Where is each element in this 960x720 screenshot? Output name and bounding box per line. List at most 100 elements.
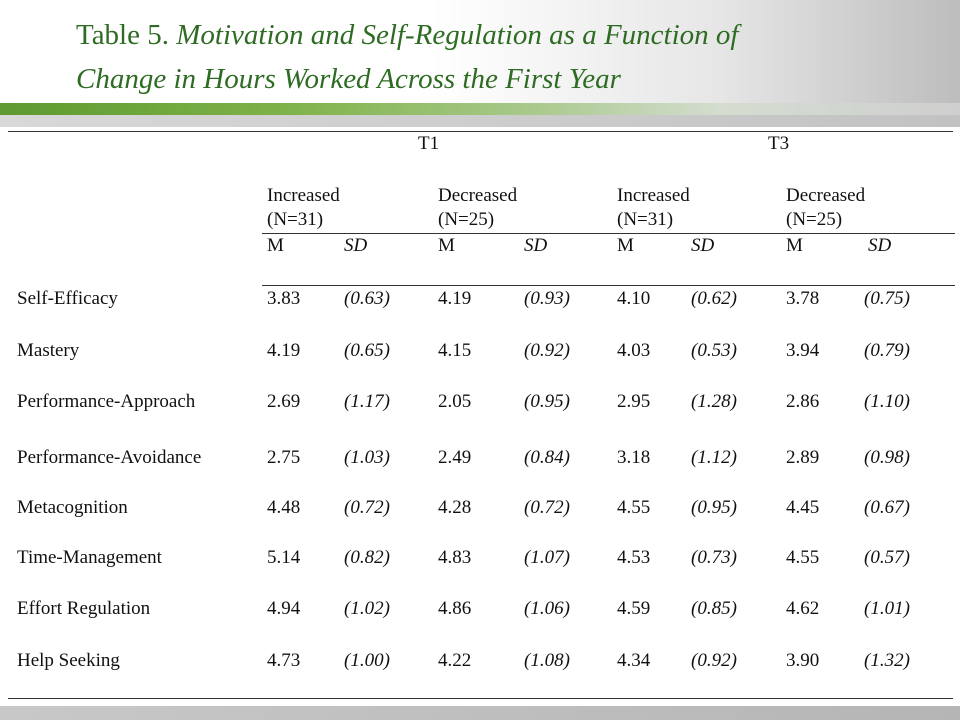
cell-sd: (1.08) [524, 650, 570, 671]
cell-mean: 4.45 [786, 497, 820, 518]
cell-sd: (0.67) [864, 497, 910, 518]
stat-header-m: M [617, 235, 634, 256]
cell-sd: (0.72) [524, 497, 570, 518]
group-name: Decreased [438, 185, 518, 206]
cell-mean: 3.83 [267, 288, 301, 309]
cell-sd: (0.84) [524, 447, 570, 468]
stat-header-m: M [786, 235, 803, 256]
cell-mean: 2.95 [617, 391, 651, 412]
group-n: (N=31) [267, 209, 324, 230]
stat-header-rule [262, 285, 955, 286]
cell-mean: 2.75 [267, 447, 301, 468]
stat-header-m: M [267, 235, 284, 256]
row-label: Time-Management [17, 547, 162, 568]
group-name: Increased [267, 185, 340, 206]
cell-sd: (0.85) [691, 598, 737, 619]
slide-header: Table 5. Motivation and Self-Regulation … [0, 0, 960, 103]
cell-sd: (1.02) [344, 598, 390, 619]
cell-mean: 4.10 [617, 288, 651, 309]
cell-sd: (0.65) [344, 340, 390, 361]
cell-sd: (0.95) [524, 391, 570, 412]
cell-sd: (0.95) [691, 497, 737, 518]
cell-mean: 4.15 [438, 340, 472, 361]
cell-mean: 5.14 [267, 547, 301, 568]
cell-mean: 4.55 [617, 497, 651, 518]
cell-mean: 3.18 [617, 447, 651, 468]
row-label: Performance-Approach [17, 391, 196, 412]
cell-sd: (1.32) [864, 650, 910, 671]
bottom-gray-stripe [0, 706, 960, 720]
cell-mean: 4.34 [617, 650, 651, 671]
cell-mean: 4.94 [267, 598, 301, 619]
cell-sd: (0.92) [524, 340, 570, 361]
row-label: Effort Regulation [17, 598, 151, 619]
stat-header-sd: SD [524, 235, 548, 256]
cell-sd: (0.72) [344, 497, 390, 518]
stat-header-sd: SD [691, 235, 715, 256]
stat-header-sd: SD [868, 235, 892, 256]
cell-sd: (1.10) [864, 391, 910, 412]
table-title-part-1: Motivation and Self-Regulation as a Func… [176, 19, 739, 51]
cell-mean: 4.59 [617, 598, 651, 619]
header-gradient [0, 0, 960, 103]
group-header-rule [262, 233, 955, 234]
cell-sd: (0.92) [691, 650, 737, 671]
cell-mean: 4.73 [267, 650, 301, 671]
cell-sd: (1.12) [691, 447, 737, 468]
group-name: Increased [617, 185, 690, 206]
cell-sd: (0.62) [691, 288, 737, 309]
cell-sd: (0.73) [691, 547, 737, 568]
cell-mean: 2.49 [438, 447, 472, 468]
cell-sd: (0.93) [524, 288, 570, 309]
cell-mean: 3.90 [786, 650, 820, 671]
time-header-t1: T1 [418, 133, 440, 154]
cell-mean: 4.53 [617, 547, 651, 568]
cell-sd: (1.00) [344, 650, 390, 671]
cell-sd: (1.01) [864, 598, 910, 619]
cell-mean: 2.05 [438, 391, 472, 412]
cell-mean: 3.94 [786, 340, 820, 361]
cell-mean: 4.48 [267, 497, 301, 518]
stat-header-sd: SD [344, 235, 368, 256]
table-title-part-2: Change in Hours Worked Across the First … [76, 63, 621, 95]
cell-mean: 4.86 [438, 598, 472, 619]
time-header-t3: T3 [768, 133, 790, 154]
cell-sd: (0.82) [344, 547, 390, 568]
cell-mean: 4.28 [438, 497, 472, 518]
cell-mean: 4.62 [786, 598, 820, 619]
cell-mean: 3.78 [786, 288, 820, 309]
cell-mean: 4.83 [438, 547, 472, 568]
table-number-label: Table 5. [76, 19, 169, 51]
row-label: Mastery [17, 340, 80, 361]
row-label: Performance-Avoidance [17, 447, 202, 468]
gray-divider-stripe [0, 115, 960, 127]
cell-mean: 4.03 [617, 340, 651, 361]
stat-header-m: M [438, 235, 455, 256]
green-divider-stripe [0, 103, 960, 115]
cell-mean: 4.22 [438, 650, 472, 671]
group-n: (N=31) [617, 209, 674, 230]
cell-sd: (1.17) [344, 391, 390, 412]
table-bottom-rule [8, 698, 953, 699]
cell-sd: (0.57) [864, 547, 910, 568]
row-label: Help Seeking [17, 650, 120, 671]
cell-sd: (1.06) [524, 598, 570, 619]
slide-title-line-1: Table 5. Motivation and Self-Regulation … [76, 13, 738, 57]
row-label: Self-Efficacy [17, 288, 118, 309]
cell-mean: 4.19 [438, 288, 472, 309]
cell-sd: (1.03) [344, 447, 390, 468]
data-table: T1 T3 Increased (N=31) Decreased (N=25) … [8, 127, 956, 702]
cell-sd: (0.53) [691, 340, 737, 361]
cell-mean: 2.89 [786, 447, 820, 468]
cell-mean: 2.86 [786, 391, 820, 412]
row-label: Metacognition [17, 497, 128, 518]
cell-sd: (1.28) [691, 391, 737, 412]
cell-mean: 4.19 [267, 340, 301, 361]
group-n: (N=25) [438, 209, 495, 230]
cell-sd: (0.98) [864, 447, 910, 468]
cell-mean: 4.55 [786, 547, 820, 568]
cell-sd: (0.75) [864, 288, 910, 309]
table-top-rule [8, 131, 953, 132]
cell-mean: 2.69 [267, 391, 301, 412]
cell-sd: (1.07) [524, 547, 570, 568]
